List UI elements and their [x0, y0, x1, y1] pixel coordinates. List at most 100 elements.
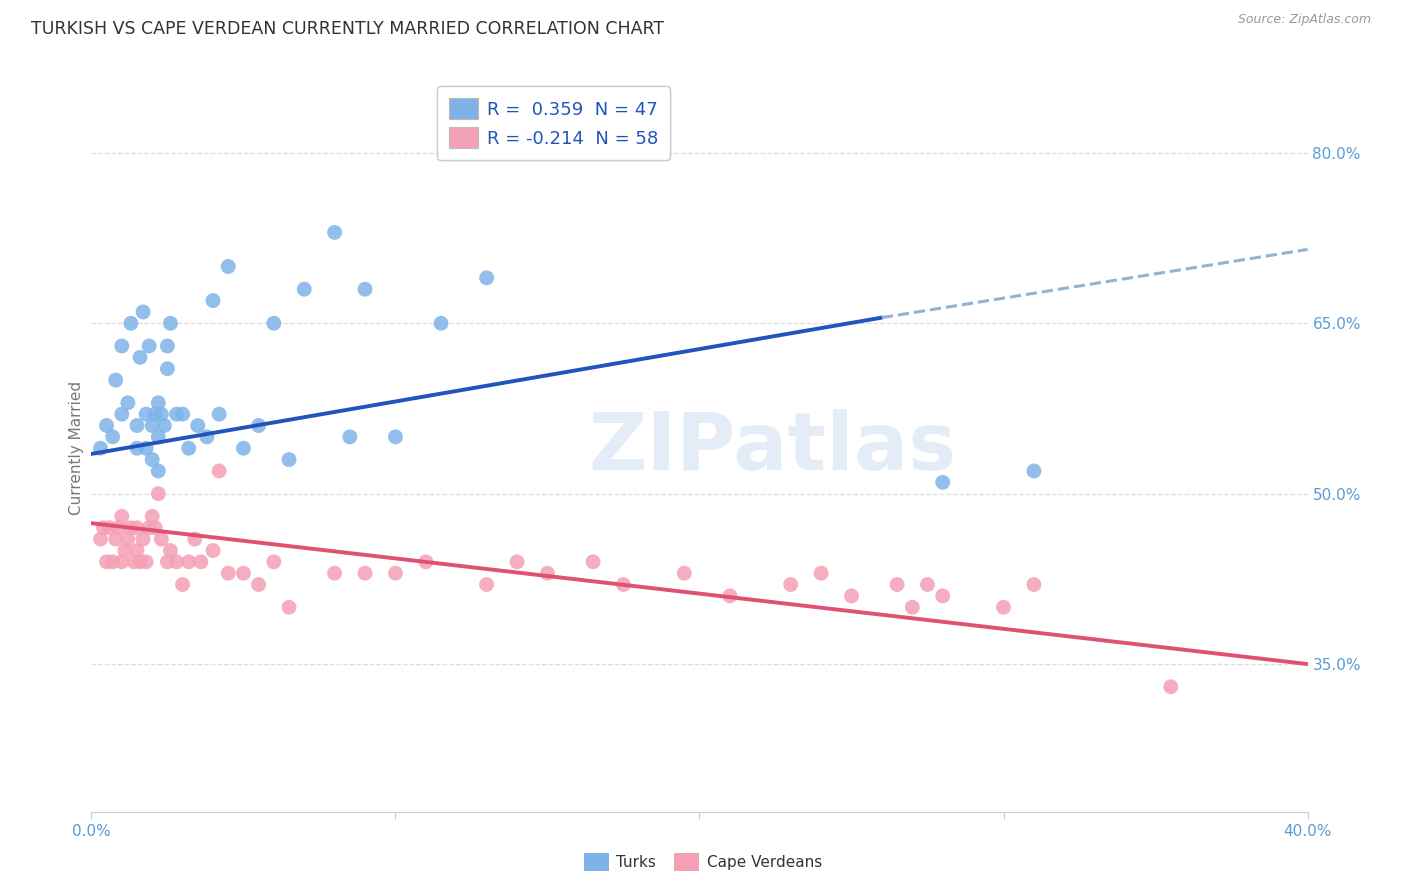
- Point: [111, 555, 134, 569]
- Point: [172, 577, 194, 591]
- Point: [354, 566, 377, 581]
- Point: [993, 600, 1015, 615]
- Point: [202, 293, 225, 308]
- Point: [148, 430, 170, 444]
- Point: [582, 555, 605, 569]
- Point: [184, 532, 207, 546]
- Point: [125, 442, 148, 455]
- Point: [202, 543, 225, 558]
- Point: [673, 566, 696, 581]
- Point: [148, 486, 170, 500]
- Point: [1022, 577, 1045, 591]
- Point: [129, 351, 152, 365]
- Point: [536, 566, 558, 581]
- Point: [779, 577, 801, 591]
- Point: [143, 407, 166, 421]
- Point: [117, 532, 139, 546]
- Point: [114, 543, 136, 558]
- Point: [339, 430, 361, 444]
- Point: [506, 555, 529, 569]
- Point: [141, 452, 163, 467]
- Y-axis label: Currently Married: Currently Married: [69, 381, 84, 516]
- Point: [138, 339, 160, 353]
- Point: [111, 509, 134, 524]
- Point: [143, 521, 166, 535]
- Point: [232, 566, 254, 581]
- Point: [159, 543, 181, 558]
- Point: [384, 430, 406, 444]
- Point: [159, 316, 181, 330]
- Point: [129, 555, 152, 569]
- Point: [475, 577, 498, 591]
- Point: [384, 566, 406, 581]
- Text: ZIPatlas: ZIPatlas: [588, 409, 956, 487]
- Point: [125, 543, 148, 558]
- Point: [263, 316, 285, 330]
- Point: [104, 532, 127, 546]
- Point: [101, 555, 124, 569]
- Point: [153, 418, 176, 433]
- Point: [122, 555, 145, 569]
- Text: TURKISH VS CAPE VERDEAN CURRENTLY MARRIED CORRELATION CHART: TURKISH VS CAPE VERDEAN CURRENTLY MARRIE…: [31, 20, 664, 37]
- Point: [98, 521, 121, 535]
- Point: [120, 316, 142, 330]
- Point: [96, 418, 118, 433]
- Point: [148, 464, 170, 478]
- Point: [111, 407, 134, 421]
- Point: [141, 509, 163, 524]
- Point: [190, 555, 212, 569]
- Point: [125, 521, 148, 535]
- Point: [132, 532, 155, 546]
- Point: [323, 226, 346, 240]
- Point: [917, 577, 939, 591]
- Point: [156, 361, 179, 376]
- Point: [841, 589, 863, 603]
- Point: [208, 407, 231, 421]
- Point: [217, 260, 239, 274]
- Point: [718, 589, 741, 603]
- Point: [931, 589, 953, 603]
- Point: [172, 407, 194, 421]
- Point: [107, 521, 129, 535]
- Point: [195, 430, 218, 444]
- Point: [931, 475, 953, 490]
- Point: [104, 373, 127, 387]
- Point: [354, 282, 377, 296]
- Point: [177, 442, 200, 455]
- Point: [187, 418, 209, 433]
- Point: [120, 521, 142, 535]
- Point: [89, 532, 111, 546]
- Point: [111, 339, 134, 353]
- Point: [612, 577, 634, 591]
- Point: [125, 418, 148, 433]
- Point: [93, 521, 115, 535]
- Point: [141, 418, 163, 433]
- Point: [901, 600, 924, 615]
- Point: [156, 555, 179, 569]
- Point: [135, 555, 157, 569]
- Point: [278, 600, 301, 615]
- Point: [208, 464, 231, 478]
- Point: [166, 407, 188, 421]
- Point: [177, 555, 200, 569]
- Point: [1160, 680, 1182, 694]
- Point: [323, 566, 346, 581]
- Point: [278, 452, 301, 467]
- Point: [292, 282, 315, 296]
- Point: [138, 521, 160, 535]
- Point: [156, 339, 179, 353]
- Point: [475, 270, 498, 285]
- Point: [148, 396, 170, 410]
- Point: [217, 566, 239, 581]
- Point: [415, 555, 437, 569]
- Point: [263, 555, 285, 569]
- Point: [430, 316, 453, 330]
- Point: [810, 566, 832, 581]
- Point: [135, 407, 157, 421]
- Point: [89, 442, 111, 455]
- Point: [135, 442, 157, 455]
- Point: [96, 555, 118, 569]
- Point: [247, 577, 270, 591]
- Point: [117, 396, 139, 410]
- Legend: Turks, Cape Verdeans: Turks, Cape Verdeans: [578, 847, 828, 877]
